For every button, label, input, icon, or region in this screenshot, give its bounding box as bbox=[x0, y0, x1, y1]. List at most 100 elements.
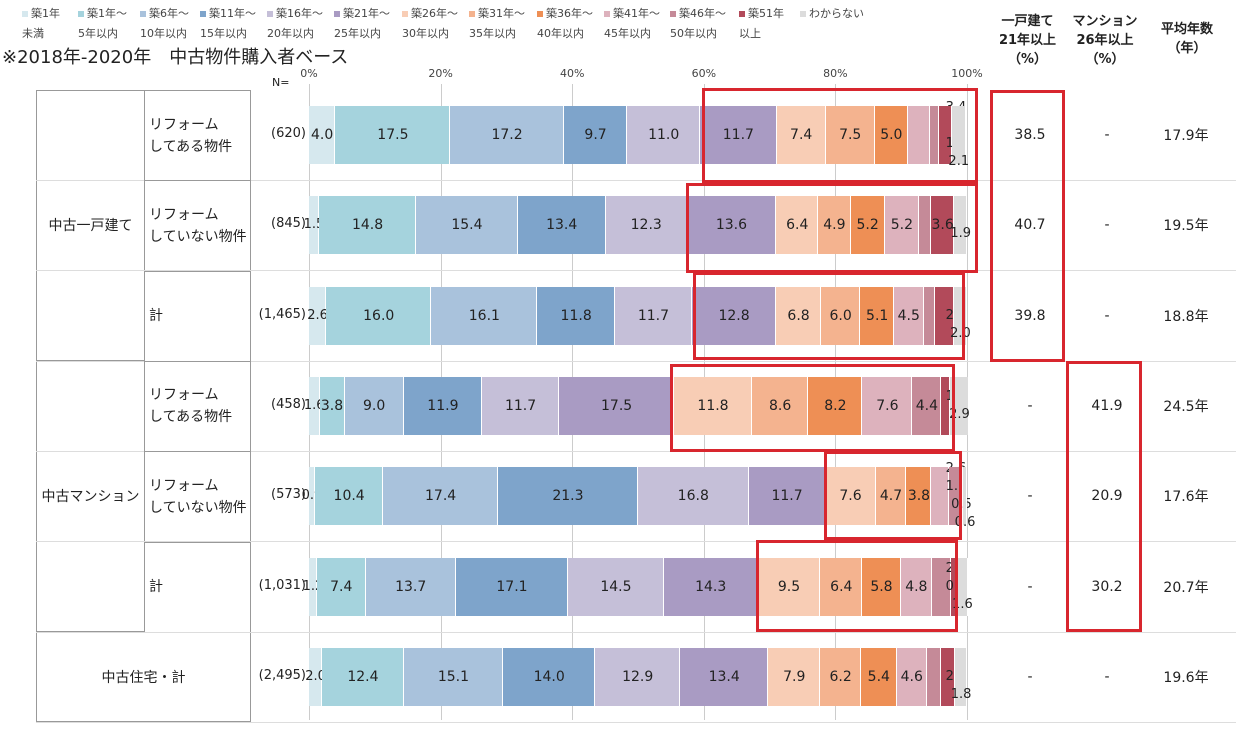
highlight-box bbox=[824, 451, 962, 540]
segment-label: 17.5 bbox=[601, 397, 633, 414]
legend-item: 築1年 未満 bbox=[22, 4, 60, 44]
segment-label: 9.0 bbox=[363, 397, 386, 414]
segment-label: 13.7 bbox=[395, 578, 427, 595]
bar-segment bbox=[941, 376, 950, 435]
legend-swatch bbox=[78, 11, 84, 17]
segment-label: 2.1 bbox=[948, 154, 970, 169]
bar-segment bbox=[926, 647, 942, 706]
bar-segment bbox=[825, 106, 875, 164]
segment-label: 6.4 bbox=[830, 578, 853, 595]
segment-label: 5.1 bbox=[866, 307, 889, 324]
row-label: 計 bbox=[144, 270, 251, 362]
segment-label: 1.6 bbox=[303, 397, 325, 413]
house-value: 40.7 bbox=[1014, 217, 1046, 234]
legend-item: 築36年～ 40年以内 bbox=[537, 4, 593, 44]
legend-item: わからない bbox=[800, 4, 864, 24]
segment-label: 21.3 bbox=[552, 488, 584, 505]
segment-label: 9.5 bbox=[777, 578, 801, 595]
segment-label: 11.8 bbox=[697, 397, 729, 414]
bar-segment bbox=[912, 376, 942, 435]
bar-segment bbox=[861, 647, 897, 706]
legend-label: 築16年～ bbox=[276, 7, 323, 20]
segment-label: 8.6 bbox=[768, 397, 792, 414]
segment-label: 7.4 bbox=[330, 578, 353, 595]
group-label: 中古マンション bbox=[36, 360, 145, 632]
avg-value: 19.5年 bbox=[1163, 218, 1209, 235]
segment-label: 14.8 bbox=[351, 217, 384, 234]
avg-value: 17.6年 bbox=[1163, 489, 1209, 506]
bar-segment bbox=[874, 106, 908, 164]
bar-segment bbox=[768, 647, 821, 706]
legend-item: 築1年～ 5年以内 bbox=[78, 4, 127, 44]
row-n: (1,465) bbox=[258, 306, 306, 322]
bar-segment bbox=[860, 286, 894, 345]
bar-segment bbox=[941, 647, 956, 706]
bar-segment bbox=[686, 196, 777, 255]
legend-label: 築6年～ bbox=[149, 7, 189, 20]
bar-segment bbox=[951, 106, 966, 164]
segment-label: 17.4 bbox=[425, 488, 457, 505]
house-value: - bbox=[1027, 668, 1033, 685]
bar-segment bbox=[906, 467, 932, 526]
segment-label: 16.0 bbox=[363, 307, 395, 324]
mansion-value: 41.9 bbox=[1091, 397, 1123, 414]
x-tick-label: 20% bbox=[428, 67, 453, 80]
bar-segment bbox=[309, 557, 317, 616]
bar-segment bbox=[825, 467, 876, 526]
legend-label: 築31年～ bbox=[478, 7, 525, 20]
row-label: リフォーム していない物件 bbox=[144, 451, 251, 543]
bar-segment bbox=[776, 286, 821, 345]
legend-label: 築21年～ bbox=[343, 7, 390, 20]
legend-swatch bbox=[670, 11, 676, 17]
legend-item: 築6年～ 10年以内 bbox=[140, 4, 189, 44]
segment-label: 12.4 bbox=[347, 668, 379, 685]
bar-segment bbox=[595, 647, 681, 706]
bar-segment bbox=[918, 196, 931, 255]
bar-segment bbox=[820, 557, 863, 616]
segment-label: 11.7 bbox=[722, 127, 754, 143]
segment-label: 14.3 bbox=[695, 578, 727, 595]
segment-label: 15.1 bbox=[437, 668, 470, 685]
bar-segment bbox=[776, 196, 819, 255]
segment-label: 5.2 bbox=[890, 217, 913, 234]
segment-label: 12.3 bbox=[630, 217, 662, 234]
legend-label: 30年以内 bbox=[402, 27, 449, 40]
segment-label: 7.6 bbox=[839, 488, 862, 505]
bar-segment bbox=[930, 106, 940, 164]
segment-label: 4.7 bbox=[879, 488, 903, 505]
bar-segment bbox=[931, 467, 949, 526]
segment-label: 5.2 bbox=[856, 217, 879, 234]
mansion-value: - bbox=[1104, 307, 1110, 324]
bar-segment bbox=[907, 106, 931, 164]
bar-segment bbox=[955, 647, 967, 706]
legend-label: 築11年～ bbox=[209, 7, 256, 20]
segment-label: 3.6 bbox=[931, 217, 954, 234]
bar-segment bbox=[450, 106, 564, 164]
legend-swatch bbox=[402, 11, 408, 17]
bar-segment bbox=[818, 196, 851, 255]
legend-item: 築21年～ 25年以内 bbox=[334, 4, 390, 44]
group-label: 中古一戸建て bbox=[36, 90, 145, 361]
highlight-box bbox=[756, 540, 958, 632]
bar-segment bbox=[930, 196, 955, 255]
legend-swatch bbox=[537, 11, 543, 17]
segment-label: 5.8 bbox=[870, 578, 893, 595]
segment-label: 3.8 bbox=[907, 488, 931, 505]
legend-label: 35年以内 bbox=[469, 27, 516, 40]
segment-label: 8.2 bbox=[824, 397, 847, 414]
legend-item: 築16年～ 20年以内 bbox=[267, 4, 323, 44]
bar-segment bbox=[923, 286, 935, 345]
mansion-value: 20.9 bbox=[1091, 488, 1123, 505]
bar-segment bbox=[900, 557, 933, 616]
bar-segment bbox=[309, 376, 320, 435]
legend-item: 築46年～ 50年以内 bbox=[670, 4, 726, 44]
segment-label: 5.0 bbox=[880, 127, 903, 143]
segment-label: 5.4 bbox=[867, 668, 890, 685]
row-n: (620) bbox=[271, 126, 306, 141]
legend-swatch bbox=[22, 11, 28, 17]
segment-label: 6.4 bbox=[786, 217, 809, 234]
segment-label: 10.4 bbox=[333, 488, 365, 505]
legend-label: 以上 bbox=[739, 27, 761, 40]
legend-label: 築41年～ bbox=[613, 7, 660, 20]
bar-segment bbox=[537, 286, 615, 345]
